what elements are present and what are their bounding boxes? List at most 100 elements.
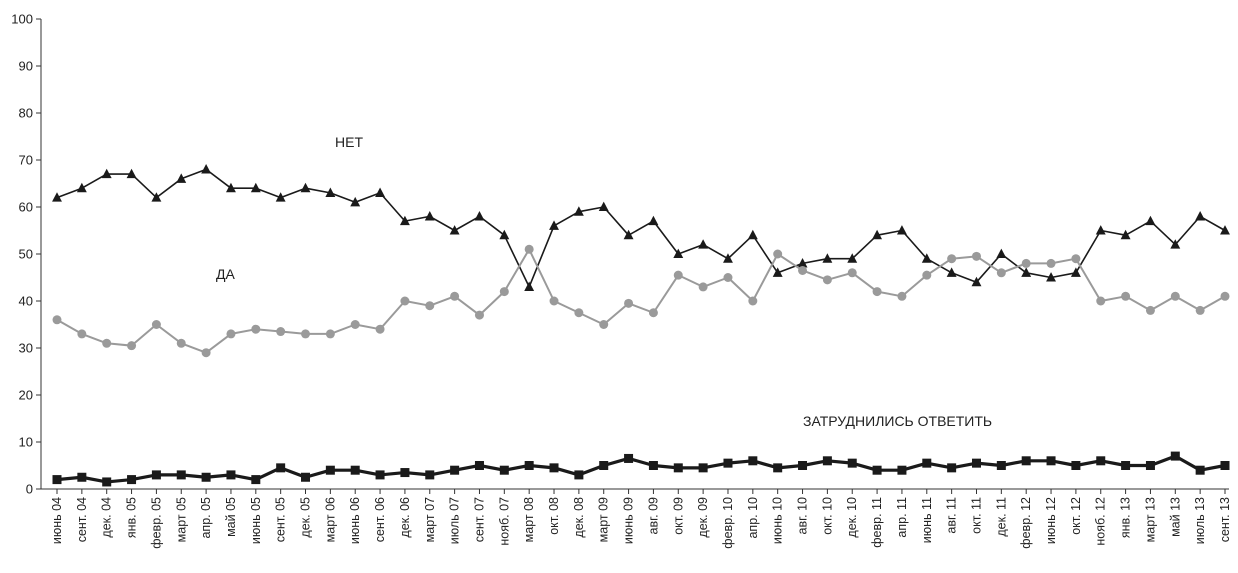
data-point-square [1121,461,1131,470]
data-point-square [748,456,758,466]
data-point-triangle [872,229,883,240]
y-tick-label: 20 [19,388,33,403]
x-tick-label: авг. 10 [796,497,810,535]
data-point-square [574,470,584,480]
x-tick-label: дек. 05 [299,497,313,538]
data-point-triangle [201,164,212,174]
data-point-square [1021,456,1031,466]
data-point-circle [325,329,335,339]
x-tick-label: дек. 09 [696,497,710,538]
data-point-square [872,465,882,475]
data-point-square [599,461,609,470]
data-point-triangle [747,229,758,240]
x-tick-label: нояб. 07 [497,497,511,546]
data-point-square [474,461,484,470]
y-tick-label: 30 [19,341,33,356]
x-tick-label: март 06 [323,497,337,542]
data-point-square [102,477,112,487]
x-tick-label: янв. 05 [125,497,139,538]
data-point-square [773,463,783,473]
data-point-circle [176,338,186,348]
data-point-triangle [1195,211,1206,221]
series-label-da: ДА [216,266,235,282]
data-point-circle [947,254,957,264]
data-point-circle [1021,258,1031,268]
data-point-triangle [598,201,609,212]
x-tick-label: дек. 11 [994,497,1008,537]
data-point-circle [375,324,385,334]
data-point-square [648,461,658,470]
data-point-circle [673,270,683,280]
data-point-square [723,458,733,468]
data-point-triangle [424,211,435,221]
x-tick-label: март 08 [522,497,536,542]
data-point-square [450,465,460,475]
x-tick-label: июль 07 [448,497,462,544]
data-point-circle [698,282,708,292]
x-tick-label: февр. 10 [721,497,735,549]
data-point-square [1170,451,1180,461]
data-point-triangle [1145,215,1156,226]
data-point-circle [524,244,534,254]
x-tick-label: март 09 [597,497,611,542]
data-point-triangle [350,196,361,207]
x-tick-label: сент. 05 [274,497,288,542]
x-tick-label: июль 13 [1193,497,1207,544]
data-point-square [201,472,211,482]
data-point-circle [450,291,460,301]
x-tick-label: окт. 12 [1069,497,1083,535]
y-tick-label: 50 [19,247,33,262]
data-point-circle [996,268,1006,278]
series-1 [52,244,1230,358]
x-tick-label: дек. 06 [398,497,412,538]
x-tick-label: февр. 05 [149,497,163,549]
x-tick-label: сент. 04 [75,497,89,542]
data-point-circle [1145,305,1155,315]
data-point-triangle [847,253,858,263]
data-point-triangle [449,225,460,235]
x-tick-label: окт. 10 [820,497,834,535]
data-point-circle [1121,291,1131,301]
data-point-triangle [822,253,833,263]
data-point-square [524,461,534,470]
data-point-square [276,463,286,473]
data-point-circle [574,308,584,318]
data-point-square [127,475,137,485]
x-tick-label: июнь 12 [1044,497,1058,544]
data-point-triangle [375,187,386,197]
data-point-triangle [772,267,783,277]
x-tick-label: июнь 05 [249,497,263,544]
data-point-triangle [797,258,808,268]
data-point-square [52,475,62,485]
data-point-triangle [524,281,535,291]
series-labels: НЕТ ДА ЗАТРУДНИЛИСЬ ОТВЕТИТЬ [216,134,992,429]
x-tick-label: янв. 13 [1119,497,1133,538]
data-point-circle [822,275,832,285]
data-point-square [698,463,708,473]
data-point-circle [549,296,559,306]
data-point-circle [1096,296,1106,306]
series-label-hard-to-answer: ЗАТРУДНИЛИСЬ ОТВЕТИТЬ [803,413,992,429]
data-point-triangle [399,215,410,226]
data-point-circle [251,324,261,334]
y-tick-label: 60 [19,200,33,215]
data-point-triangle [573,206,584,216]
x-tick-label: апр. 10 [746,497,760,539]
x-tick-label: июнь 04 [50,497,64,544]
data-point-triangle [1070,267,1081,277]
x-tick-label: сент. 07 [472,497,486,542]
data-point-triangle [623,229,634,240]
data-point-circle [648,308,658,318]
x-tick-label: июнь 09 [622,497,636,544]
x-tick-label: февр. 11 [870,497,884,548]
data-point-square [226,470,236,480]
data-point-triangle [226,182,236,193]
data-point-triangle [275,192,286,202]
x-tick-label: окт. 11 [969,497,983,534]
data-point-square [1220,461,1230,470]
data-point-square [798,461,808,470]
x-tick-label: июнь 11 [920,497,934,543]
data-point-square [947,463,957,473]
data-point-triangle [474,211,485,221]
data-point-triangle [325,187,336,197]
